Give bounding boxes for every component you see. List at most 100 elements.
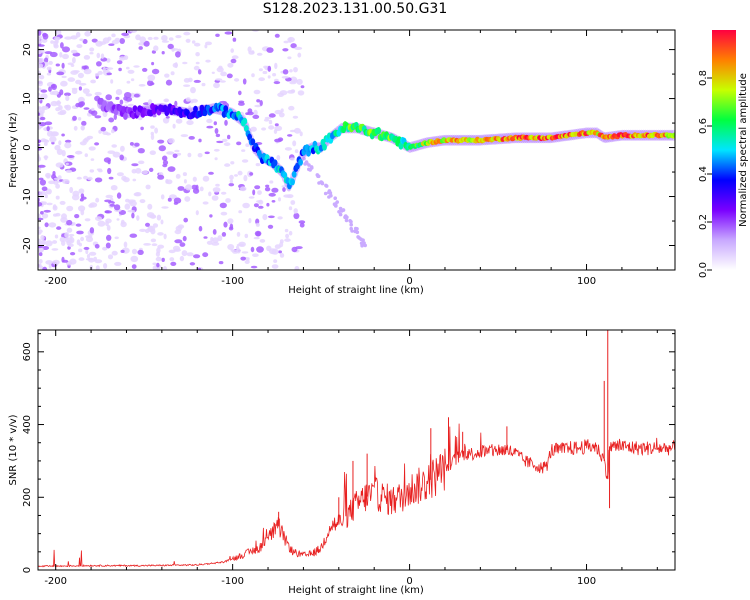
spectrogram-noise-point [61, 256, 65, 263]
spectrogram-noise-point [48, 86, 52, 92]
spectrogram-noise-point [119, 154, 124, 161]
spectrogram-noise-point [124, 92, 132, 99]
spectrogram-noise-point [212, 237, 219, 244]
spectrogram-noise-point [59, 200, 66, 205]
y-tick-label: -10 [22, 188, 33, 204]
spectrogram-noise-point [165, 179, 173, 185]
spectrogram-noise-point [170, 261, 177, 266]
spectrogram-noise-point [263, 65, 268, 69]
spectrogram-noise-point [245, 143, 250, 148]
spectrogram-noise-point [78, 248, 83, 253]
spectrogram-noise-point [189, 262, 196, 266]
spectrogram-noise-point [133, 192, 140, 197]
spectrogram-noise-point [262, 214, 268, 221]
spectrogram-noise-point [38, 87, 42, 91]
spectrogram-noise-point [298, 220, 306, 224]
spectrogram-noise-point [265, 184, 270, 188]
spectrogram-noise-point [157, 244, 165, 249]
spectrogram-noise-point [90, 158, 95, 161]
spectrogram-streak-point [307, 163, 311, 167]
spectrogram-ridge-point [290, 178, 295, 186]
spectrogram-noise-point [300, 85, 305, 89]
spectrogram-noise-point [279, 90, 288, 96]
spectrogram-noise-point [193, 79, 201, 83]
spectrogram-noise-point [52, 259, 60, 265]
spectrogram-noise-point [218, 65, 223, 70]
spectrogram-noise-point [147, 74, 156, 82]
spectrogram-noise-point [61, 75, 67, 79]
spectrogram-noise-point [296, 78, 303, 85]
spectrogram-noise-point [172, 123, 176, 129]
spectrogram-noise-point [255, 222, 260, 227]
spectrogram-noise-point [249, 172, 254, 176]
spectrogram-noise-point [219, 202, 227, 209]
spectrogram-noise-point [131, 264, 137, 269]
spectrogram-noise-point [232, 37, 237, 42]
spectrogram-noise-point [242, 78, 247, 85]
spectrogram-noise-point [140, 126, 144, 131]
spectrogram-streak-point [348, 219, 352, 223]
spectrogram-noise-point [220, 71, 228, 77]
spectrogram-noise-point [195, 210, 199, 216]
spectrogram-noise-point [59, 52, 63, 58]
spectrogram-noise-point [96, 61, 102, 67]
spectrogram-noise-point [66, 227, 73, 233]
spectrogram-noise-point [256, 99, 261, 103]
spectrogram-noise-point [116, 172, 124, 177]
spectrogram-noise-point [121, 32, 129, 36]
spectrogram-noise-point [98, 129, 102, 134]
spectrogram-noise-point [267, 65, 272, 72]
spectrogram-noise-point [84, 218, 91, 222]
spectrogram-noise-point [41, 213, 49, 219]
spectrogram-noise-point [65, 169, 73, 173]
spectrogram-noise-point [52, 204, 57, 210]
spectrogram-noise-point [213, 148, 220, 152]
spectrogram-noise-point [202, 252, 209, 258]
spectrogram-marks [38, 30, 675, 270]
spectrogram-noise-point [49, 136, 57, 143]
spectrogram-noise-point [38, 57, 44, 63]
spectrogram-noise-point [293, 127, 301, 134]
y-tick-label: 200 [22, 488, 33, 507]
spectrogram-noise-point [299, 222, 305, 228]
spectrogram-noise-point [54, 30, 62, 35]
spectrogram-noise-point [183, 31, 191, 36]
spectrogram-noise-point [162, 266, 168, 270]
spectrogram-ridge-point [398, 142, 404, 150]
spectrogram-noise-point [77, 117, 82, 121]
spectrogram-noise-point [106, 72, 112, 76]
spectrogram-noise-point [253, 89, 261, 95]
spectrogram-noise-point [56, 100, 61, 107]
spectrogram-noise-point [75, 102, 81, 108]
spectrogram-noise-point [237, 170, 243, 176]
spectrogram-noise-point [258, 77, 266, 82]
spectrogram-noise-point [70, 252, 76, 256]
spectrogram-noise-point [94, 73, 100, 77]
spectrogram-noise-point [38, 238, 42, 245]
spectrogram-noise-point [261, 127, 267, 131]
spectrogram-noise-point [230, 58, 237, 64]
spectrogram-noise-point [69, 258, 77, 265]
spectrogram-noise-point [186, 252, 194, 257]
spectrogram-noise-point [84, 31, 91, 37]
spectrogram-noise-point [182, 61, 188, 65]
spectrogram-noise-point [188, 136, 195, 140]
spectrogram-noise-point [229, 179, 234, 184]
spectrogram-ridge-point [376, 127, 381, 134]
spectrogram-noise-point [102, 66, 106, 73]
spectrogram-noise-point [109, 203, 116, 207]
spectrogram-noise-point [163, 233, 167, 240]
colorbar-gradient [712, 30, 736, 270]
spectrogram-noise-point [138, 160, 145, 165]
spectrogram-noise-point [250, 126, 257, 132]
spectrogram-noise-point [44, 121, 53, 126]
spectrogram-noise-point [292, 140, 297, 147]
spectrogram-noise-point [139, 199, 146, 204]
spectrogram-noise-point [116, 192, 122, 199]
spectrogram-noise-point [198, 225, 203, 232]
spectrogram-noise-point [266, 47, 274, 53]
spectrogram-noise-point [95, 265, 100, 270]
spectrogram-noise-point [199, 186, 204, 192]
spectrogram-noise-point [182, 235, 187, 242]
spectrogram-noise-point [236, 141, 242, 146]
